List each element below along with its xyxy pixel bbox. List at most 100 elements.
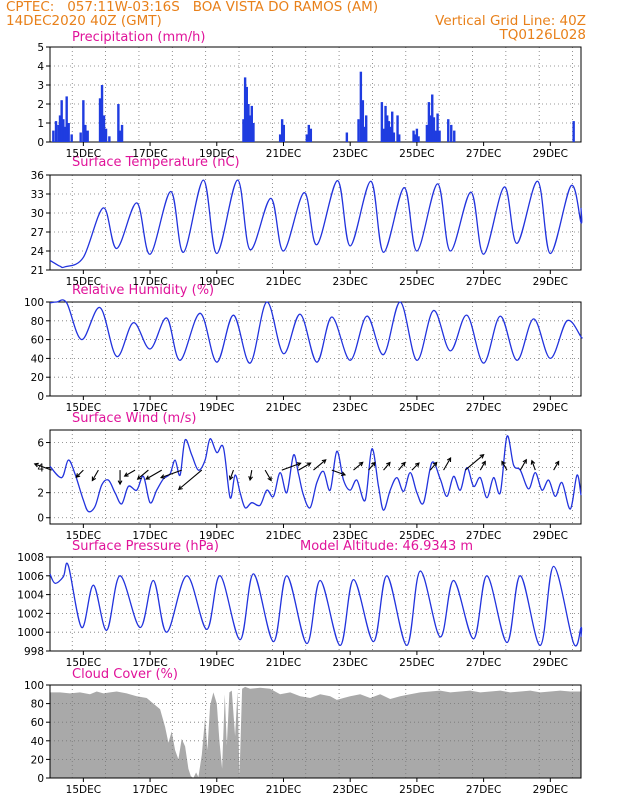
precip-ytick-label: 4 [37,61,44,73]
precip-xtick-label: 23DEC [332,148,367,160]
wind-vector-head [340,471,347,477]
rh-ytick-label: 80 [31,316,44,328]
wind-vector [177,469,203,491]
precip-ytick-label: 3 [37,80,44,92]
precip-xtick-label: 15DEC [66,148,101,160]
press-ytick-label: 1002 [17,608,44,620]
wind-vector [519,458,527,471]
wind-ytick-label: 2 [37,488,44,500]
rh-panel: 0 20 40 60 80 100 15DEC 17DEC 19DEC 21DEC 23DEC 25D… [24,297,583,414]
temp-xtick-label: 27DEC [466,276,501,288]
wind-vector-head [401,461,406,467]
wind-xtick-label: 23DEC [332,530,367,542]
temp-ytick-label: 24 [31,246,45,258]
precip-bar [100,85,104,142]
press-xtick-label: 29DEC [533,657,568,669]
wind-vector [353,461,364,471]
temp-ytick-label: 21 [31,265,44,277]
rh-line [49,299,583,364]
wind-vector-head [321,459,327,464]
wind-ytick-label: 0 [37,513,44,525]
wind-vector-head [177,485,183,491]
wind-vector-shaft [429,462,438,471]
wind-vector-head [554,460,560,466]
wind-vector [123,469,136,477]
temp-ytick-label: 30 [31,208,44,220]
wind-speed-line [49,435,582,513]
wind-vector-head [159,474,166,479]
press-xtick-label: 19DEC [199,657,234,669]
cloud-ytick-label: 20 [31,754,44,766]
press-altitude: Model Altitude: 46.9343 m [300,539,474,554]
cloud-ytick-label: 60 [31,717,44,729]
wind-title: Surface Wind (m/s) [72,411,197,426]
wind-vector [313,459,327,471]
wind-vector [331,469,347,477]
precip-bar [307,124,311,142]
wind-vector [159,469,182,479]
wind-vector [281,462,302,471]
wind-vector-shaft [75,469,84,478]
precip-bar [86,130,89,142]
precip-bar [245,86,248,142]
precip-bar [102,115,106,142]
rh-xtick-label: 25DEC [399,402,434,414]
precip-bar [242,119,245,142]
precip-bar [363,126,366,142]
wind-xtick-label: 25DEC [399,530,434,542]
precip-bar [380,102,384,142]
rh-ytick-label: 60 [31,335,44,347]
precip-xtick-label: 19DEC [199,148,234,160]
precip-bar [52,130,55,142]
temp-xtick-label: 23DEC [332,276,367,288]
press-ytick-label: 1006 [17,571,44,583]
temp-frame [49,174,582,271]
wind-vector [368,461,376,471]
wind-vector-shaft [313,459,327,471]
cloud-ytick-label: 40 [31,736,44,748]
wind-vector-shaft [479,461,486,471]
precip-bar [60,100,63,142]
rh-ytick-label: 40 [31,353,44,365]
wind-vector-shaft [229,469,234,480]
wind-vector-shaft [124,469,136,477]
wind-vector-head [432,461,438,467]
precip-bar [117,104,120,142]
wind-frame [49,429,582,525]
rh-title: Relative Humidity (%) [72,283,215,298]
wind-vector-head [358,461,364,467]
wind-vector-head [386,461,391,467]
precip-bar [309,128,313,142]
rh-xtick-label: 19DEC [199,402,234,414]
wind-vector [264,469,272,482]
wind-vector [383,461,391,471]
temp-xtick-label: 15DEC [66,276,101,288]
wind-vector-shaft [501,461,508,471]
wind-vector-shaft [464,454,484,471]
precip-bar [447,119,450,142]
wind-vector [145,469,163,480]
wind-vector-head [481,460,486,466]
precip-bar [345,132,349,142]
wind-vector-shaft [353,461,364,471]
precip-bar [392,132,396,142]
precip-title: Precipitation (mm/h) [72,30,206,45]
rh-frame [49,301,582,397]
wind-vector-head [522,458,527,464]
precip-ytick-label: 0 [37,137,44,149]
cloud-xtick-label: 19DEC [199,784,234,796]
press-xtick-label: 21DEC [266,657,301,669]
wind-vector-shaft [531,460,536,471]
precip-bar [252,123,255,142]
precip-bar [429,115,432,142]
wind-vector-shaft [331,469,346,476]
precip-bar [364,115,368,142]
rh-ytick-label: 20 [31,372,44,384]
precip-ytick-label: 2 [37,99,44,111]
rh-xtick-label: 21DEC [266,402,301,414]
wind-vector-shaft [160,469,182,479]
precip-bar [425,124,429,142]
wind-vector-shaft [383,462,391,471]
precip-ytick-label: 5 [37,42,44,54]
temp-xtick-label: 25DEC [399,276,434,288]
